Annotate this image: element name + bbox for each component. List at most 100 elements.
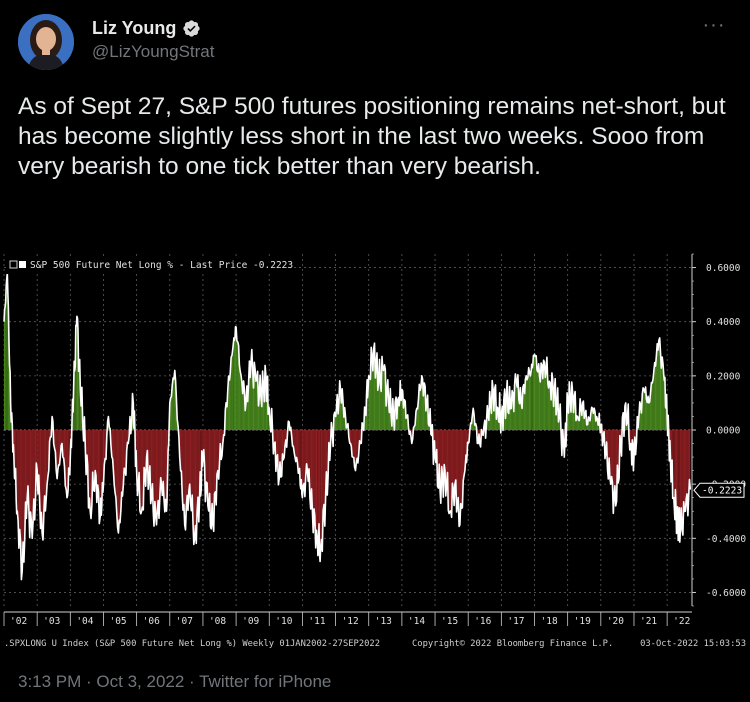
area-positive: [648, 401, 650, 430]
area-positive: [541, 363, 542, 430]
area-positive: [5, 301, 6, 430]
more-horizontal-icon[interactable]: ···: [702, 14, 726, 36]
x-tick-label: '15: [441, 616, 458, 627]
handle[interactable]: @LizYoungStrat: [92, 42, 215, 61]
area-positive: [380, 384, 382, 430]
x-axis: '02 '03 '04 '05 '06 '07 '08 '09 '10 '11 '12 '13 '14 '…: [3, 611, 692, 627]
area-negative: [449, 430, 451, 512]
area-positive: [234, 326, 236, 430]
x-tick-label: '09: [242, 616, 259, 627]
area-negative: [610, 430, 612, 485]
area-positive: [656, 343, 658, 430]
area-negative: [452, 430, 454, 489]
y-tick-label: 0.4000: [706, 317, 741, 328]
area-negative: [95, 430, 97, 476]
area-positive: [173, 370, 175, 430]
area-negative: [120, 430, 122, 511]
area-positive: [661, 357, 663, 430]
avatar-image: [18, 14, 74, 70]
legend-box: [6, 256, 290, 274]
area-negative: [212, 430, 213, 525]
area-negative: [193, 430, 195, 545]
area-positive: [535, 355, 537, 430]
area-positive: [6, 278, 7, 430]
area-negative: [433, 430, 435, 442]
display-name[interactable]: Liz Young: [92, 18, 177, 38]
chart-footer-right: 03-Oct-2022 15:03:53: [640, 639, 746, 649]
area-negative: [90, 430, 92, 519]
area-negative: [29, 430, 31, 538]
area-positive: [78, 363, 80, 430]
area-positive: [536, 355, 537, 430]
chart-image[interactable]: 0.60000.40000.20000.0000-0.2000-0.4000-0…: [0, 248, 750, 652]
area-positive: [250, 362, 252, 430]
area-negative: [144, 430, 145, 471]
area-negative: [296, 430, 298, 462]
area-negative: [47, 430, 48, 485]
area-negative: [675, 430, 676, 508]
area-negative: [217, 430, 218, 475]
area-positive: [653, 370, 654, 430]
area-positive: [76, 316, 78, 430]
area-positive: [229, 372, 231, 430]
area-negative: [614, 430, 615, 496]
area-positive: [531, 364, 533, 430]
area-negative: [457, 430, 459, 506]
area-positive: [234, 337, 235, 430]
area-positive: [518, 399, 520, 430]
area-negative: [683, 430, 685, 512]
area-positive: [586, 424, 588, 430]
area-positive: [4, 306, 6, 430]
area-negative: [31, 430, 33, 539]
area-positive: [654, 362, 656, 430]
area-positive: [5, 285, 7, 430]
x-tick-label: '03: [43, 616, 60, 627]
area-positive: [249, 360, 251, 430]
area-negative: [161, 430, 163, 496]
area-negative: [299, 430, 300, 471]
area-negative: [352, 430, 354, 458]
area-negative: [18, 430, 20, 549]
area-positive: [530, 370, 532, 430]
area-negative: [686, 430, 688, 499]
area-negative: [671, 430, 673, 469]
area-negative: [206, 430, 208, 484]
area-positive: [655, 355, 657, 430]
area-negative: [321, 430, 323, 552]
area-positive: [537, 363, 539, 430]
y-tick-label: 0.0000: [706, 426, 741, 437]
area-negative: [68, 430, 70, 471]
area-positive: [74, 365, 76, 430]
area-negative: [214, 430, 216, 494]
area-negative: [274, 430, 276, 444]
area-negative: [41, 430, 43, 533]
tweet-timestamp[interactable]: 3:13 PM · Oct 3, 2022 · Twitter for iPho…: [18, 672, 332, 691]
area-negative: [100, 430, 102, 516]
area-negative: [156, 430, 158, 525]
area-positive: [658, 340, 659, 430]
x-tick-label: '10: [275, 616, 292, 627]
area-positive: [543, 360, 545, 430]
area-positive: [232, 343, 234, 430]
area-negative: [673, 430, 674, 499]
area-negative: [43, 430, 45, 515]
area-negative: [104, 430, 106, 465]
area-positive: [4, 309, 5, 430]
area-positive: [507, 412, 509, 430]
avatar[interactable]: [18, 14, 74, 70]
area-negative: [117, 430, 119, 533]
series-line: [3, 272, 692, 581]
area-negative: [611, 430, 613, 483]
area-positive: [170, 396, 172, 430]
area-positive: [527, 367, 529, 430]
area-positive: [6, 272, 8, 430]
area-positive: [532, 364, 533, 430]
area-negative: [685, 430, 687, 512]
area-positive: [231, 348, 233, 430]
area-positive: [658, 337, 660, 430]
area-negative: [195, 430, 197, 544]
area-negative: [689, 430, 691, 490]
area-negative: [673, 430, 675, 508]
area-positive: [377, 381, 379, 430]
area-negative: [183, 430, 185, 525]
